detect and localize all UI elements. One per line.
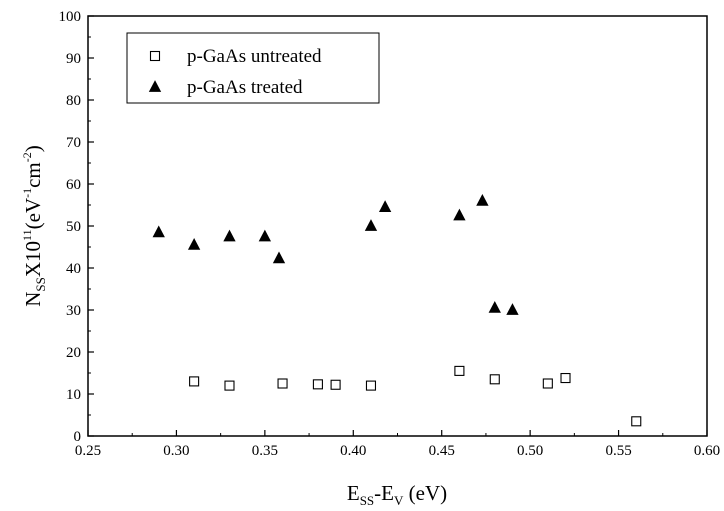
untreated-point — [454, 365, 465, 376]
x-tick-label: 0.40 — [340, 443, 366, 459]
y-tick-label: 70 — [66, 135, 81, 151]
legend-box — [126, 32, 380, 104]
x-tick-label: 0.30 — [163, 443, 189, 459]
treated-point — [152, 225, 165, 238]
x-tick-label: 0.55 — [605, 443, 631, 459]
y-tick-label: 30 — [66, 303, 81, 319]
y-tick-label: 60 — [66, 177, 81, 193]
x-tick-label: 0.50 — [517, 443, 543, 459]
treated-point — [506, 303, 519, 315]
treated-point — [187, 238, 201, 250]
y-axis-ticks: 0 10 20 30 40 50 60 70 80 90 100 — [59, 9, 94, 445]
untreated-point — [542, 378, 553, 389]
y-tick-label: 0 — [74, 429, 82, 445]
treated-point — [364, 219, 378, 231]
legend-marker-treated — [148, 80, 162, 92]
svg-text:ESS-EV (eV): ESS-EV (eV) — [347, 481, 447, 508]
treated-point — [453, 208, 466, 221]
untreated-point — [277, 378, 288, 389]
untreated-point — [489, 374, 500, 385]
untreated-point — [365, 380, 377, 391]
untreated-point — [224, 380, 235, 391]
x-tick-label: 0.35 — [252, 443, 278, 459]
treated-point — [378, 200, 392, 213]
treated-point — [488, 301, 501, 313]
treated-point — [223, 229, 236, 242]
untreated-point — [330, 379, 341, 390]
y-tick-label: 80 — [66, 93, 81, 109]
x-tick-label: 0.60 — [694, 443, 720, 459]
data-points — [152, 193, 642, 427]
untreated-point — [631, 416, 642, 427]
untreated-point — [312, 379, 323, 390]
treated-point — [272, 251, 286, 264]
untreated-point — [189, 376, 200, 387]
legend-label-untreated: p-GaAs untreated — [187, 46, 322, 67]
y-tick-label: 10 — [66, 387, 81, 403]
y-tick-label: 90 — [66, 51, 81, 67]
legend-label-treated: p-GaAs treated — [187, 77, 303, 98]
treated-point — [258, 229, 272, 242]
x-tick-label: 0.45 — [429, 443, 455, 459]
y-tick-label: 20 — [66, 345, 81, 361]
y-tick-label: 40 — [66, 261, 81, 277]
x-axis-ticks: 0.25 0.30 0.35 0.40 0.45 0.50 0.55 0.60 — [75, 430, 720, 459]
svg-text:NSSX1011(eV-1cm-2): NSSX1011(eV-1cm-2) — [20, 145, 48, 307]
legend: p-GaAs untreated p-GaAs treated — [126, 32, 380, 104]
x-tick-label: 0.25 — [75, 443, 101, 459]
x-axis-title: ESS-EV (eV) — [347, 481, 447, 508]
y-tick-label: 100 — [59, 9, 82, 25]
legend-markers — [148, 50, 162, 92]
y-axis-title: NSSX1011(eV-1cm-2) — [20, 145, 48, 307]
y-tick-label: 50 — [66, 219, 81, 235]
legend-marker-untreated — [149, 50, 161, 62]
treated-point — [476, 193, 489, 206]
untreated-point — [560, 372, 571, 384]
